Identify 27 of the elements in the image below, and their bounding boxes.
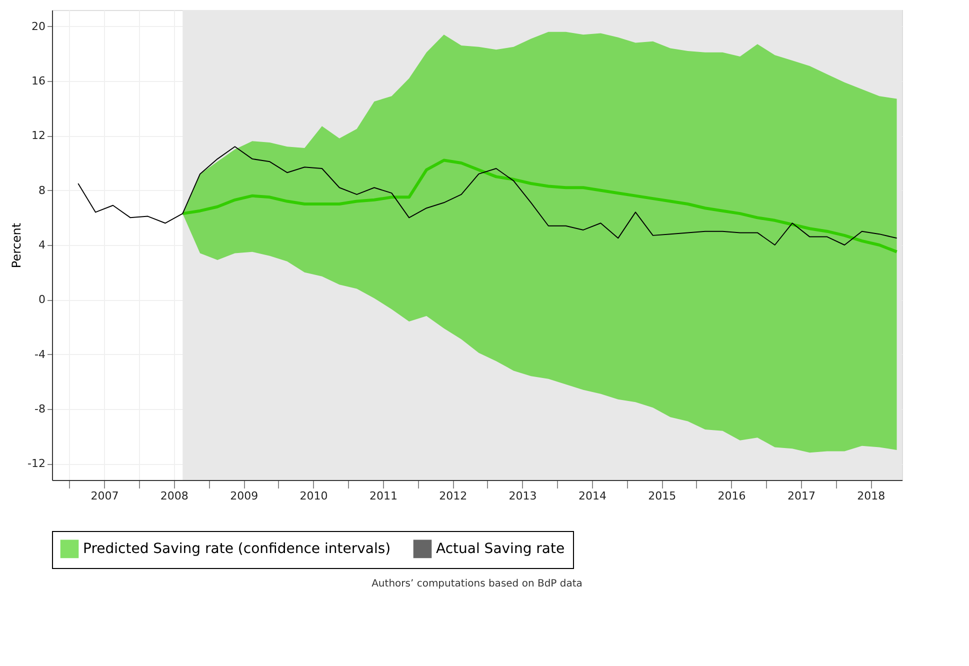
y-tick-label: -12 (28, 457, 46, 470)
y-tick-label: 16 (32, 74, 46, 88)
x-tick-label: 2017 (787, 490, 816, 502)
x-tick-label: 2010 (300, 490, 328, 502)
y-tick-label: 8 (38, 184, 46, 197)
y-tick-label: 0 (38, 293, 46, 306)
y-tick-label: -4 (34, 348, 46, 361)
x-tick-label: 2013 (508, 490, 537, 502)
x-tick-label: 2016 (718, 490, 746, 502)
x-tick-label: 2007 (90, 490, 119, 502)
x-tick-label: 2012 (439, 490, 468, 502)
legend-label: Predicted Saving rate (confidence intervals) (83, 540, 391, 557)
x-tick-label: 2008 (160, 490, 188, 502)
y-tick-label: -8 (34, 402, 46, 416)
x-tick-label: 2015 (648, 490, 676, 502)
line-series (78, 146, 898, 246)
y-tick-label: 12 (32, 129, 46, 142)
x-tick-label: 2018 (857, 490, 886, 502)
y-tick-label: 20 (32, 20, 46, 33)
y-tick-label: 4 (38, 238, 46, 252)
x-tick-label: 2011 (369, 490, 398, 502)
x-tick-label: 2009 (230, 490, 258, 502)
line-series (181, 158, 898, 254)
legend-label: Actual Saving rate (436, 540, 565, 557)
x-tick-label: 2014 (578, 490, 606, 502)
text: Authors’ computations based on BdP data (372, 578, 582, 590)
y-axis-title: Percent (10, 222, 24, 268)
